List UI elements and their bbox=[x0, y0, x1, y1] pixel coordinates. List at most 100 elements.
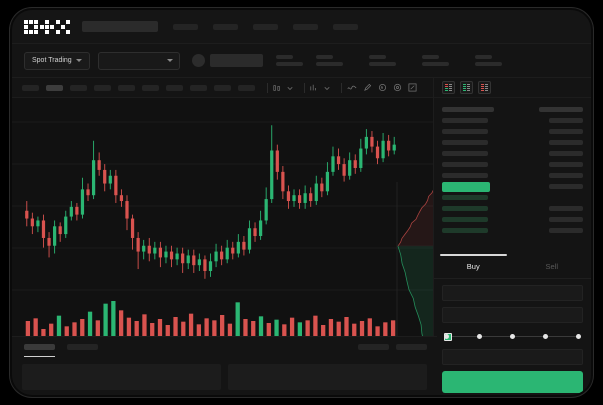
orderbook-last-price-row bbox=[442, 181, 583, 192]
bid-amount bbox=[549, 206, 583, 211]
ask-amount bbox=[549, 162, 583, 167]
timeframe-chip-2[interactable] bbox=[46, 84, 63, 91]
ask-price bbox=[442, 173, 488, 178]
orderbook-ask-row[interactable] bbox=[442, 115, 583, 126]
timeframe-chip-4[interactable] bbox=[94, 84, 111, 91]
orderbook-both-icon[interactable] bbox=[442, 81, 455, 94]
orderbook-bids-icon[interactable] bbox=[460, 81, 473, 94]
bid-price bbox=[442, 228, 488, 233]
settings-icon[interactable] bbox=[393, 83, 402, 92]
timeframe-chip-6[interactable] bbox=[142, 84, 159, 91]
ticker-stat-value bbox=[474, 62, 502, 66]
ticker-stat-label bbox=[368, 55, 386, 59]
indicators-icon[interactable] bbox=[310, 84, 318, 92]
nav-item-4[interactable] bbox=[293, 23, 318, 30]
timeframe-chip-9[interactable] bbox=[214, 84, 231, 91]
orderbook-bid-row[interactable] bbox=[442, 192, 583, 203]
toolbar-divider bbox=[341, 82, 342, 93]
ticker-stat-4 bbox=[421, 55, 449, 66]
ticker-stat-1 bbox=[275, 55, 303, 66]
ticker-stat-label bbox=[474, 55, 492, 59]
price-chart[interactable] bbox=[12, 98, 437, 356]
toolbar-divider bbox=[304, 82, 305, 93]
orderbook-bid-row[interactable] bbox=[442, 203, 583, 214]
orders-action-1[interactable] bbox=[358, 343, 389, 350]
candle-type-icon[interactable] bbox=[273, 84, 281, 92]
ticker-stat-label bbox=[315, 55, 333, 59]
orderbook-ask-row[interactable] bbox=[442, 137, 583, 148]
orderbook-ask-row[interactable] bbox=[442, 170, 583, 181]
order-entry-form bbox=[434, 279, 591, 395]
orderbook-price-header bbox=[442, 107, 494, 112]
tab-sell[interactable]: Sell bbox=[513, 255, 592, 278]
orderbook-mode-switcher bbox=[434, 78, 591, 98]
device-frame: Spot Trading bbox=[10, 8, 593, 397]
toolbar-divider bbox=[267, 82, 268, 93]
orderbook-ask-row[interactable] bbox=[442, 159, 583, 170]
ask-amount bbox=[549, 129, 583, 134]
orderbook-asks-icon[interactable] bbox=[478, 81, 491, 94]
bid-amount bbox=[549, 217, 583, 222]
candlestick-chart-canvas[interactable] bbox=[12, 98, 437, 356]
bid-price bbox=[442, 217, 488, 222]
orderbook-header-row bbox=[442, 104, 583, 115]
timeframe-chip-8[interactable] bbox=[190, 84, 207, 91]
orders-content-box-1 bbox=[22, 364, 221, 390]
orderbook-ask-row[interactable] bbox=[442, 148, 583, 159]
line-chart-icon[interactable] bbox=[347, 84, 357, 92]
pencil-icon[interactable] bbox=[363, 83, 372, 92]
global-search-input[interactable] bbox=[82, 21, 158, 32]
okx-logo-icon[interactable] bbox=[24, 19, 70, 34]
tab-buy-label: Buy bbox=[466, 262, 480, 271]
spot-trading-mode-button[interactable]: Spot Trading bbox=[24, 51, 90, 70]
slider-stop-50[interactable] bbox=[510, 334, 515, 339]
bid-amount bbox=[549, 195, 583, 200]
orderbook-amount-header bbox=[539, 107, 583, 112]
chevron-down-icon[interactable] bbox=[287, 85, 293, 91]
tab-order-history[interactable] bbox=[67, 343, 98, 350]
orders-action-2[interactable] bbox=[396, 343, 427, 350]
order-total-field[interactable] bbox=[442, 349, 583, 365]
nav-item-3[interactable] bbox=[253, 23, 278, 30]
ask-amount bbox=[549, 173, 583, 178]
trading-pair-selector[interactable] bbox=[97, 51, 180, 70]
bid-price bbox=[442, 195, 488, 200]
timeframe-chip-10[interactable] bbox=[238, 84, 255, 91]
ask-price bbox=[442, 151, 488, 156]
nav-item-5[interactable] bbox=[333, 23, 358, 30]
tab-buy[interactable]: Buy bbox=[434, 254, 513, 278]
order-book[interactable] bbox=[434, 98, 591, 236]
slider-stop-50[interactable] bbox=[444, 334, 449, 339]
slider-stop-25[interactable] bbox=[477, 334, 482, 339]
magnet-icon[interactable] bbox=[378, 83, 387, 92]
slider-stop-75[interactable] bbox=[543, 334, 548, 339]
orderbook-bid-row[interactable] bbox=[442, 225, 583, 236]
submit-buy-button[interactable] bbox=[442, 371, 583, 393]
ticker-stat-value bbox=[421, 62, 449, 66]
timeframe-chip-5[interactable] bbox=[118, 84, 135, 91]
chevron-down-icon[interactable] bbox=[324, 85, 330, 91]
bid-amount bbox=[549, 228, 583, 233]
ticker-stat-value bbox=[368, 62, 396, 66]
orderbook-ask-row[interactable] bbox=[442, 126, 583, 137]
timeframe-chip-7[interactable] bbox=[166, 84, 183, 91]
top-navigation-bar bbox=[12, 10, 591, 44]
slider-stop-100[interactable] bbox=[576, 334, 581, 339]
order-amount-field[interactable] bbox=[442, 307, 583, 323]
pair-name bbox=[209, 54, 263, 67]
nav-item-2[interactable] bbox=[213, 23, 238, 30]
order-price-field[interactable] bbox=[442, 285, 583, 301]
fullscreen-icon[interactable] bbox=[408, 83, 417, 92]
chevron-down-icon bbox=[166, 59, 173, 62]
coin-avatar bbox=[191, 54, 205, 67]
timeframe-chip-3[interactable] bbox=[70, 84, 87, 91]
bid-price bbox=[442, 206, 488, 211]
ticker-stat-value bbox=[275, 62, 303, 66]
tab-open-orders[interactable] bbox=[24, 343, 55, 357]
nav-item-1[interactable] bbox=[173, 23, 198, 30]
ticker-stat-value bbox=[315, 62, 343, 66]
timeframe-chip-1[interactable] bbox=[22, 84, 39, 91]
orderbook-bid-row[interactable] bbox=[442, 214, 583, 225]
order-panel: Buy Sell bbox=[433, 78, 591, 395]
percent-slider[interactable] bbox=[444, 331, 581, 343]
